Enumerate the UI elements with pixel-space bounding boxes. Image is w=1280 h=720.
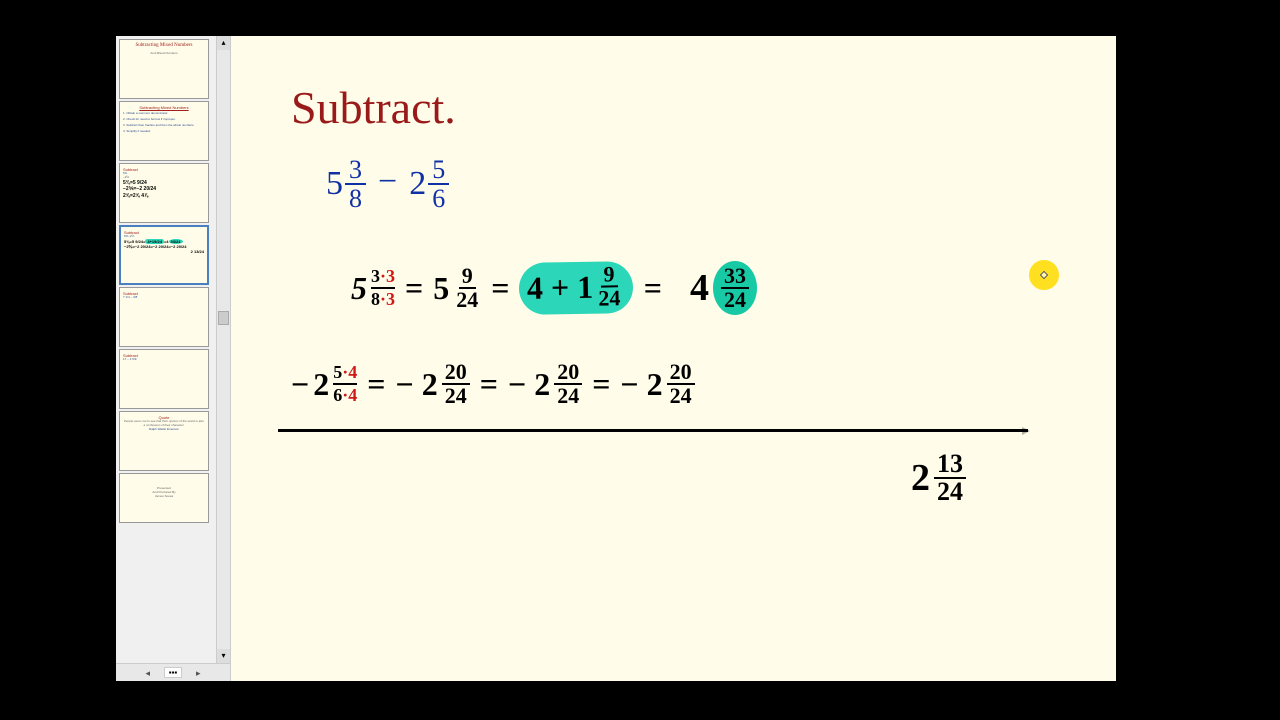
- slide-thumb-4[interactable]: Subtract 5⅜−2⅚ 5⅜=5 9/24=4+19/24=433/24−…: [119, 225, 209, 285]
- scrollbar-handle[interactable]: [218, 311, 229, 325]
- numerator: 20: [554, 361, 582, 385]
- equals: =: [480, 366, 498, 403]
- thumb-math: 5⅜−2⅚: [123, 172, 205, 180]
- thumb-steps-title: Subtracting Mixed Numbers: [123, 105, 205, 110]
- work-row-2: − 2 5 ·4 6 ·4 = − 2 20 24 = − 2 20: [291, 361, 695, 407]
- fraction: 9 24: [453, 265, 481, 311]
- whole: 5: [351, 270, 367, 307]
- problem-expression: 5 3 8 − 2 5 6: [326, 156, 449, 213]
- thumb-math: 5⅜=5 9/24−2⅚=−2 20/242⅝=2⅝ 4⅞: [123, 180, 205, 200]
- numerator: 20: [442, 361, 470, 385]
- slide-canvas: Subtract. 5 3 8 − 2 5 6 5: [231, 36, 1116, 681]
- equals: =: [405, 270, 423, 307]
- slide-thumb-6[interactable]: Subtract 17 − 4 5/9: [119, 349, 209, 409]
- whole: 4: [690, 266, 709, 310]
- mult-annotation: ·3: [380, 289, 395, 310]
- mult-annotation: ·3: [380, 266, 395, 287]
- equals: =: [367, 366, 385, 403]
- numerator: 5: [333, 362, 342, 383]
- thumbnail-scroll-area[interactable]: Subtracting Mixed Numbers And Mixed Numb…: [116, 36, 230, 663]
- numerator: 33: [721, 265, 749, 289]
- whole: 2: [409, 165, 426, 203]
- slide-thumb-3[interactable]: Subtract 5⅜−2⅚ 5⅜=5 9/24−2⅚=−2 20/242⅝=2…: [119, 163, 209, 223]
- equals: =: [592, 366, 610, 403]
- term: − 2: [395, 366, 437, 403]
- thumb-credit: James Sousa: [123, 495, 205, 499]
- fraction: 9 24: [595, 263, 624, 309]
- numerator: 13: [934, 451, 966, 479]
- denominator: 6: [428, 185, 449, 212]
- equals: =: [491, 270, 509, 307]
- whole: 2: [911, 456, 930, 500]
- numerator: 20: [667, 361, 695, 385]
- mult-annotation: ·4: [342, 385, 357, 406]
- thumb-title: Subtracting Mixed Numbers: [123, 43, 205, 50]
- mixed-number-2: 2 5 6: [409, 156, 449, 213]
- slide-heading: Subtract.: [291, 81, 456, 134]
- fraction: 33 24: [721, 265, 749, 311]
- denominator: 8: [371, 289, 380, 310]
- denominator: 24: [442, 385, 470, 407]
- numerator: 5: [428, 156, 449, 185]
- denominator: 24: [667, 385, 695, 407]
- denominator: 24: [453, 289, 481, 311]
- nav-prev-icon[interactable]: ◂: [140, 666, 156, 680]
- fraction: 20 24: [554, 361, 582, 407]
- work-row-1: 5 3 ·3 8 ·3 = 5 9 24 = 4 + 1: [351, 261, 757, 315]
- numerator: 3: [371, 266, 380, 287]
- numerator: 9: [601, 263, 618, 287]
- fraction: 3 8: [345, 156, 366, 213]
- mixed-number-1: 5 3 8: [326, 156, 366, 213]
- slide-thumb-8[interactable]: Presented And Produced By James Sousa: [119, 473, 209, 523]
- denominator: 24: [721, 289, 749, 311]
- denominator: 24: [554, 385, 582, 407]
- mult-annotation: ·4: [342, 362, 357, 383]
- minus-sign: −: [291, 366, 309, 403]
- denominator: 24: [596, 287, 624, 309]
- whole: 5: [326, 165, 343, 203]
- thumb-step: 2. Check for need to borrow if improper.: [123, 117, 176, 121]
- thumbnail-panel: Subtracting Mixed Numbers And Mixed Numb…: [116, 36, 231, 681]
- scroll-up-icon[interactable]: ▴: [217, 36, 230, 50]
- slide-thumb-1[interactable]: Subtracting Mixed Numbers And Mixed Numb…: [119, 39, 209, 99]
- result-underline: [278, 429, 1028, 432]
- numerator: 9: [459, 265, 476, 289]
- highlight-teal: 4 + 1 9 24: [519, 261, 634, 315]
- fraction: 20 24: [667, 361, 695, 407]
- slide-thumb-5[interactable]: Subtract 7 1/4 − 3/8: [119, 287, 209, 347]
- whole: 5: [433, 270, 449, 307]
- equals: =: [644, 270, 662, 307]
- thumbnail-nav: ◂ ▪▪▪ ▸: [116, 663, 230, 681]
- fraction: 20 24: [442, 361, 470, 407]
- nav-next-icon[interactable]: ▸: [190, 666, 206, 680]
- thumb-math: 5⅜=5 9/24=4+19/24=433/24−2⅚=−2 20/24=−2 …: [124, 239, 204, 249]
- thumb-step: 4. Simplify if needed.: [123, 129, 151, 133]
- presentation-window: Subtracting Mixed Numbers And Mixed Numb…: [116, 36, 1116, 681]
- numerator: 3: [345, 156, 366, 185]
- minus-sign: −: [378, 163, 397, 201]
- thumb-math: 7 1/4 − 3/8: [123, 296, 205, 300]
- slide-thumb-7[interactable]: Quote People seem not to see that their …: [119, 411, 209, 471]
- highlight-teal-oval: 33 24: [713, 261, 757, 315]
- denominator: 6: [333, 385, 342, 406]
- slide-thumb-2[interactable]: Subtracting Mixed Numbers 1. Obtain a co…: [119, 101, 209, 161]
- fraction: 13 24: [934, 451, 966, 505]
- nav-page-indicator[interactable]: ▪▪▪: [164, 667, 183, 678]
- scroll-down-icon[interactable]: ▾: [217, 649, 230, 663]
- thumb-subtitle: And Mixed Numbers: [123, 52, 205, 56]
- thumb-step: 1. Obtain a common denominator.: [123, 111, 168, 115]
- thumb-math: 17 − 4 5/9: [123, 358, 205, 362]
- thumbnail-scrollbar[interactable]: ▴ ▾: [216, 36, 230, 663]
- answer: 2 13 24: [911, 451, 966, 505]
- whole: 2: [313, 366, 329, 403]
- term: − 2: [508, 366, 550, 403]
- denominator: 8: [345, 185, 366, 212]
- fraction: 5 6: [428, 156, 449, 213]
- regroup-text: 4 + 1: [527, 268, 594, 306]
- term: − 2: [620, 366, 662, 403]
- denominator: 24: [934, 479, 966, 505]
- thumb-quote-author: Ralph Waldo Emerson: [123, 428, 205, 432]
- thumb-step: 3. Subtract then fraction and then the w…: [123, 123, 194, 127]
